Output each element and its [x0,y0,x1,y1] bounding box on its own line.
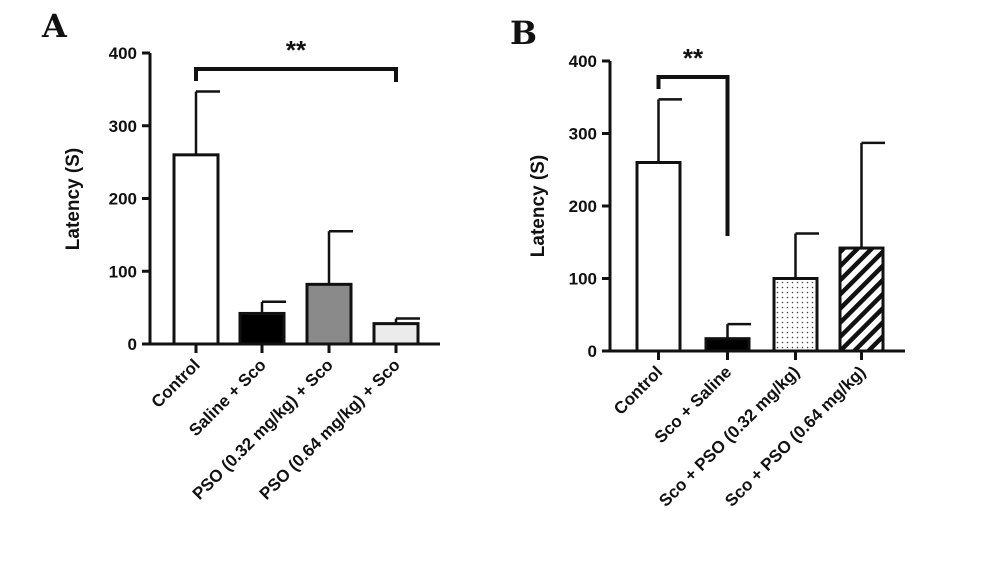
panel-letter: B [510,14,537,52]
bar [372,322,420,346]
y-tick-label: 200 [109,190,137,209]
x-category-label: PSO (0.32 mg/kg) + Sco [189,355,337,503]
x-category-label: PSO (0.64 mg/kg) + Sco [256,355,404,503]
bar [635,161,682,353]
bar [305,282,353,346]
significance-label: ** [683,43,704,73]
x-category-label: Control [148,355,204,411]
panel-letter: A [41,7,68,45]
y-tick-label: 200 [569,197,597,216]
y-axis-label: Latency (S) [528,155,549,257]
significance-bracket [194,67,398,82]
y-tick-label: 100 [569,270,597,289]
bar [772,277,819,353]
y-tick-label: 0 [128,335,137,354]
bar [238,311,286,346]
significance-label: ** [286,35,307,65]
y-axis-label: Latency (S) [63,148,84,250]
x-category-label: Control [610,362,666,418]
x-category-label: Sco + PSO (0.64 mg/kg) [721,362,869,510]
y-tick-label: 0 [588,342,597,361]
y-tick-label: 300 [569,125,597,144]
y-tick-label: 400 [109,44,137,63]
bar [704,337,751,353]
y-tick-label: 300 [109,117,137,136]
y-tick-label: 100 [109,262,137,281]
y-tick-label: 400 [569,52,597,71]
bar [172,153,220,346]
significance-bracket [656,75,730,236]
bar [838,246,885,353]
